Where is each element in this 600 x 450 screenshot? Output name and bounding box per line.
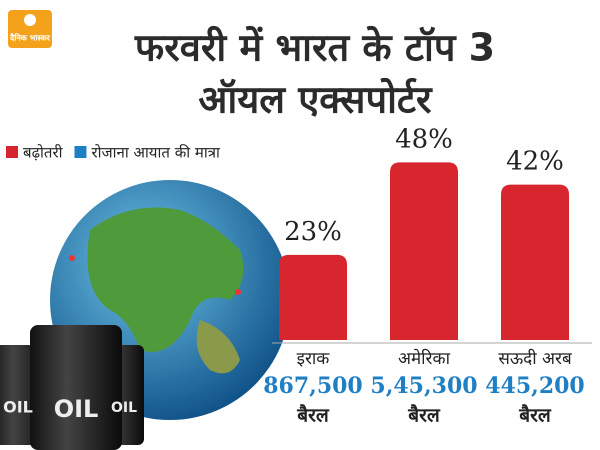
globe-dot [235,289,241,295]
brand: दैनिक भास्कर [9,33,51,43]
legend-label: रोजाना आयात की मात्रा [91,144,221,162]
logo-bg [8,10,52,48]
globe-land [87,207,244,352]
unit-label: बैरल [407,404,441,427]
barrels: OIL OIL OIL [0,325,144,450]
bar [501,184,569,340]
category-label: इराक [297,349,331,369]
value-label: 23% [284,217,342,247]
category-label: सऊदी अरब [498,348,572,369]
unit-label: बैरल [296,404,330,427]
barrel-label: OIL [111,400,137,416]
volume-label: 5,45,300 [370,373,477,399]
legend-swatch [74,146,87,158]
barrel [30,325,122,450]
volume-label: 867,500 [263,373,363,399]
barrel-label: OIL [3,398,33,417]
bar [279,254,347,340]
legend-label: बढ़ोतरी [23,144,64,162]
title-line: फरवरी में भारत के टॉप 3 [134,26,495,70]
bar [390,162,458,340]
globe [50,180,290,420]
barrel-label: OIL [54,395,99,423]
unit-label: बैरल [518,404,552,427]
value-label: 48% [395,124,453,154]
logo-sun [24,14,36,26]
title-line: ऑयल एक्सपोर्टर [198,78,433,122]
globe-dot [69,255,75,261]
legend-swatch [6,146,18,158]
globe-land [196,320,240,374]
category-label: अमेरिका [398,348,451,369]
value-label: 42% [506,147,564,177]
volume-label: 445,200 [485,373,585,399]
